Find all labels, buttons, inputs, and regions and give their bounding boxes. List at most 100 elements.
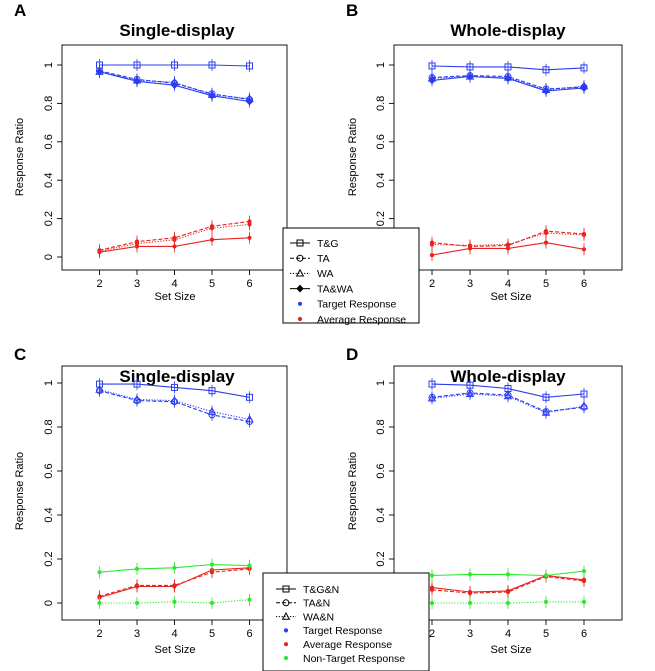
data-point <box>579 401 589 410</box>
series-line <box>99 220 250 251</box>
y-tick-label: 0.8 <box>43 96 55 111</box>
x-tick-label: 2 <box>429 628 435 640</box>
data-point <box>581 599 587 605</box>
data-point <box>97 594 102 599</box>
legend-box <box>282 227 420 324</box>
x-tick-label: 5 <box>209 628 215 640</box>
series-non-target-t-g-n <box>429 565 587 582</box>
x-tick-label: 4 <box>171 628 177 640</box>
y-tick-label: 0.4 <box>375 173 387 188</box>
chart-title: Whole-display <box>450 21 566 40</box>
x-tick-label: 4 <box>171 278 177 290</box>
series-target-wa-n <box>427 388 589 419</box>
x-tick-label: 6 <box>581 278 587 290</box>
series-target-ta-wa <box>95 65 254 108</box>
data-point <box>209 562 215 567</box>
legend-entry: Average Response <box>297 314 406 326</box>
legend-symbol <box>282 599 290 607</box>
data-point <box>208 61 216 69</box>
data-point <box>429 587 435 592</box>
data-point <box>466 72 474 81</box>
y-tick-label: 0 <box>43 254 55 260</box>
series-non-target-ta-n <box>429 595 587 609</box>
data-point <box>247 597 252 602</box>
data-point <box>505 589 511 595</box>
panel-letter: B <box>346 1 358 20</box>
series-line <box>99 390 250 423</box>
chart-panel-a: A Single-display 2 3 4 5 6 0 0.2 0.4 0.6 0.8 1 Set Si… <box>14 1 288 303</box>
data-point <box>428 76 436 85</box>
data-point <box>95 67 104 76</box>
legend-symbol <box>296 254 304 262</box>
x-tick-label: 3 <box>134 278 140 290</box>
data-point <box>504 74 512 83</box>
legend-label: Average Response <box>317 314 406 326</box>
data-point <box>245 414 254 423</box>
data-point <box>208 387 216 395</box>
data-point <box>541 408 551 416</box>
data-point <box>246 62 253 70</box>
y-tick-label: 0.4 <box>43 507 55 522</box>
data-point <box>207 406 217 415</box>
y-tick-label: 1 <box>43 380 55 386</box>
chart-title: Single-display <box>119 367 235 386</box>
data-point <box>542 86 550 95</box>
legend-entry: TA <box>290 253 330 265</box>
data-point <box>580 84 588 92</box>
data-point <box>245 97 254 106</box>
data-point <box>429 573 435 578</box>
legend-label: T&G&N <box>303 584 339 596</box>
data-point <box>170 81 179 90</box>
series-line <box>99 568 250 597</box>
y-axis-label: Response Ratio <box>347 452 359 530</box>
y-axis-label: Response Ratio <box>14 118 26 196</box>
data-point <box>427 393 437 402</box>
legend-symbol <box>296 239 304 247</box>
data-point <box>246 393 253 401</box>
data-point <box>467 572 473 577</box>
x-axis-label: Set Size <box>491 291 532 303</box>
data-point <box>171 383 178 391</box>
series-non-target-ta-n <box>97 593 252 609</box>
data-point <box>209 600 215 606</box>
legend-label: WA <box>317 268 334 280</box>
data-point <box>467 600 473 606</box>
y-tick-label: 0 <box>43 600 55 606</box>
legend-symbol <box>283 655 289 661</box>
data-point <box>134 566 140 572</box>
y-tick-label: 0.6 <box>375 463 387 478</box>
data-point <box>505 600 511 606</box>
x-axis-label: Set Size <box>155 291 196 303</box>
data-point <box>467 591 473 596</box>
x-axis-label: Set Size <box>491 644 532 656</box>
panel-letter: D <box>346 345 358 364</box>
y-tick-label: 0.4 <box>375 507 387 522</box>
data-point <box>133 380 141 388</box>
legend-label: WA&N <box>303 611 334 623</box>
x-tick-label: 5 <box>543 628 549 640</box>
legend-entry: Target Response <box>283 625 383 637</box>
legend-entry: WA&N <box>276 611 334 623</box>
data-point <box>581 578 587 584</box>
legend-symbol <box>282 585 290 593</box>
data-point <box>429 242 435 247</box>
data-point <box>543 230 549 236</box>
data-point <box>134 583 140 588</box>
data-point <box>467 243 473 248</box>
y-tick-label: 1 <box>43 62 55 68</box>
data-point <box>247 235 252 240</box>
y-tick-label: 0.8 <box>375 96 387 111</box>
y-axis-label: Response Ratio <box>347 118 359 196</box>
data-point <box>581 232 587 238</box>
series-target-t-g-n <box>96 378 253 404</box>
data-point <box>428 62 436 70</box>
data-point <box>580 390 588 398</box>
legend-label: Average Response <box>303 639 392 651</box>
data-point <box>247 222 252 227</box>
data-point <box>429 600 435 606</box>
legend-label: T&G <box>317 238 339 250</box>
data-point <box>172 244 177 249</box>
x-tick-label: 6 <box>581 628 587 640</box>
